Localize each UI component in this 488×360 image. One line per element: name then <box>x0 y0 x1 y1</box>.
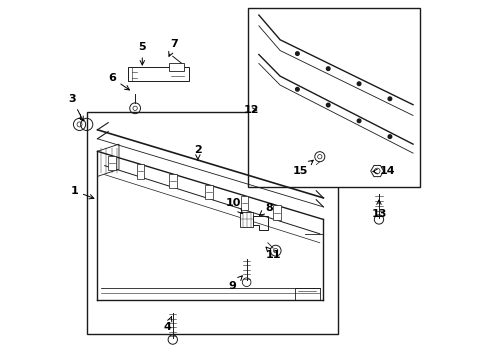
Text: 8: 8 <box>259 203 272 215</box>
Bar <box>108 156 116 170</box>
Text: 6: 6 <box>108 73 129 90</box>
Bar <box>204 185 212 199</box>
Text: 1: 1 <box>70 186 94 199</box>
Text: 13: 13 <box>370 200 386 219</box>
Circle shape <box>326 67 329 71</box>
Circle shape <box>326 103 329 107</box>
Bar <box>86 112 337 334</box>
Circle shape <box>295 87 299 91</box>
Text: 4: 4 <box>163 316 171 332</box>
Text: 5: 5 <box>138 42 146 65</box>
Text: 15: 15 <box>292 160 313 176</box>
Circle shape <box>387 135 391 138</box>
Text: 12: 12 <box>244 105 259 115</box>
Text: 10: 10 <box>225 198 242 213</box>
Circle shape <box>357 119 360 123</box>
Bar <box>169 63 183 71</box>
Text: 9: 9 <box>228 276 242 291</box>
Bar <box>272 206 280 220</box>
Circle shape <box>295 52 299 55</box>
Text: 11: 11 <box>265 247 281 260</box>
Bar <box>168 174 176 188</box>
Text: 14: 14 <box>372 166 395 176</box>
Circle shape <box>357 82 360 86</box>
Bar <box>247 8 419 187</box>
Text: 2: 2 <box>194 144 202 160</box>
Bar <box>239 212 253 226</box>
Circle shape <box>387 97 391 100</box>
Text: 3: 3 <box>68 94 83 121</box>
Bar <box>240 195 248 210</box>
Bar <box>136 164 144 179</box>
Text: 7: 7 <box>168 39 178 56</box>
